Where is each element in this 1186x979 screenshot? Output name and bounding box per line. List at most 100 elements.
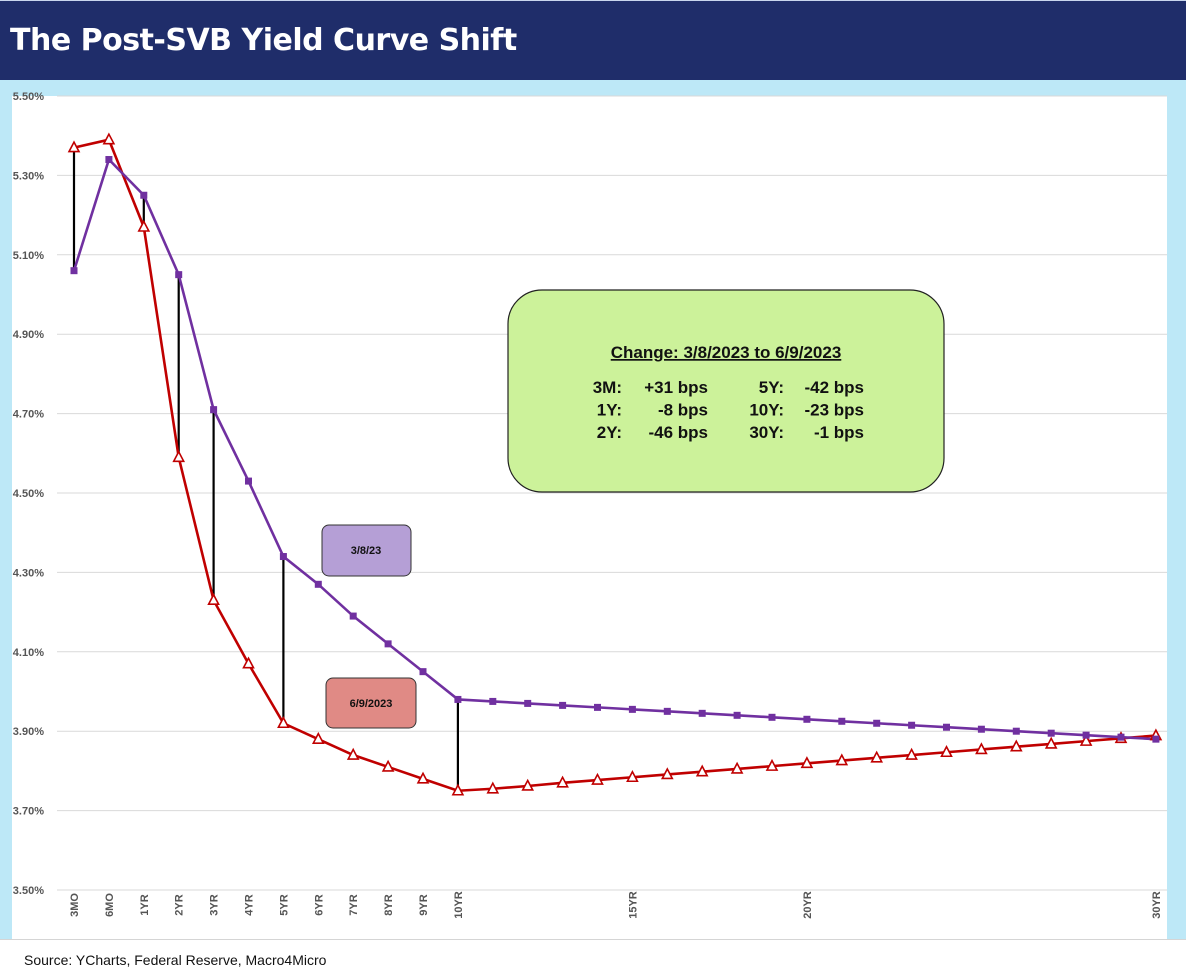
y-tick-label: 5.30% (13, 170, 44, 182)
y-tick-label: 3.70% (13, 806, 44, 818)
point-march (1152, 735, 1160, 743)
x-tick-label: 9YR (418, 894, 430, 915)
x-tick-label: 15YR (627, 891, 639, 919)
callout-right-value: -1 bps (814, 423, 864, 442)
point-june (905, 747, 918, 760)
source-note: Source: YCharts, Federal Reserve, Macro4… (24, 952, 327, 968)
gridlines (57, 95, 1167, 891)
change-bars (72, 147, 459, 791)
x-tick-label: 7YR (348, 894, 360, 915)
change-callout: Change: 3/8/2023 to 6/9/2023 3M: +31 bps 5… (507, 289, 945, 493)
callout-left-value: +31 bps (644, 378, 708, 397)
point-march (1012, 727, 1020, 735)
point-march (628, 705, 636, 713)
x-tick-label: 30YR (1151, 891, 1163, 919)
title-bar: The Post-SVB Yield Curve Shift (0, 0, 1186, 80)
y-tick-label: 3.50% (13, 885, 44, 897)
point-march (1047, 729, 1055, 737)
point-june (137, 219, 151, 232)
plot-panel (12, 96, 1167, 939)
callout-left-label: 1Y: (597, 401, 622, 420)
series-tag-march: 3/8/23 (321, 524, 412, 577)
point-march (977, 725, 985, 733)
y-tick-label: 4.10% (13, 647, 44, 659)
point-march (768, 713, 776, 721)
callout-right-label: 30Y: (749, 423, 784, 442)
callout-right-label: 10Y: (749, 401, 784, 420)
x-tick-label: 8YR (383, 894, 395, 915)
callout-title: Change: 3/8/2023 to 6/9/2023 (611, 343, 842, 362)
point-june (1044, 736, 1058, 749)
point-june (416, 771, 430, 784)
y-tick-label: 4.30% (13, 567, 44, 579)
point-june (626, 770, 639, 783)
point-march (105, 156, 113, 164)
callout-left-value: -46 bps (648, 423, 708, 442)
point-june (975, 742, 988, 755)
point-june (277, 716, 290, 729)
series-tag-june: 6/9/2023 (325, 677, 417, 729)
x-tick-label: 10YR (453, 891, 465, 919)
y-axis-ticks: 5.50% 5.30% 5.10% 4.90% 4.70% 4.50% 4.30% 4.10%… (13, 91, 44, 897)
y-tick-label: 4.90% (13, 329, 44, 341)
y-tick-label: 4.70% (13, 409, 44, 421)
point-june (346, 747, 360, 760)
callout-left-label: 3M: (593, 378, 622, 397)
series-markers (67, 132, 1163, 796)
point-june (67, 140, 81, 153)
point-march (384, 640, 392, 648)
x-tick-label: 3MO (69, 893, 81, 917)
point-june (695, 764, 709, 777)
point-june (242, 656, 255, 669)
point-march (803, 715, 811, 723)
point-june (172, 450, 186, 463)
point-june (835, 753, 849, 766)
point-march (279, 553, 287, 561)
x-tick-label: 4YR (244, 894, 256, 915)
point-june (730, 761, 744, 774)
series-line-march (72, 157, 1156, 741)
point-june (381, 759, 395, 772)
point-march (524, 699, 532, 707)
point-march (838, 717, 846, 725)
series-lines (72, 138, 1157, 793)
point-june (311, 731, 325, 744)
point-march (210, 406, 218, 414)
point-march (140, 191, 148, 199)
point-march (594, 703, 601, 711)
y-tick-label: 3.90% (13, 726, 44, 738)
point-june (800, 756, 814, 769)
tag-june-box (325, 677, 417, 729)
point-june (660, 767, 674, 780)
x-tick-label: 1YR (139, 894, 151, 915)
point-march (454, 695, 462, 703)
x-tick-label: 5YR (278, 894, 290, 915)
point-march (1117, 733, 1125, 741)
callout-box (507, 289, 945, 493)
point-march (1082, 731, 1090, 739)
point-march (70, 267, 78, 275)
point-march (349, 612, 357, 620)
point-june (591, 772, 604, 785)
footer: Source: YCharts, Federal Reserve, Macro4… (0, 939, 1186, 979)
callout-right-label: 5Y: (759, 378, 784, 397)
point-june (870, 750, 884, 763)
yield-curve-chart: 5.50% 5.30% 5.10% 4.90% 4.70% 4.50% 4.30% 4.10%… (13, 91, 1167, 919)
point-march (314, 580, 322, 588)
point-june (486, 781, 500, 794)
callout-left-label: 2Y: (597, 423, 622, 442)
x-tick-label: 20YR (802, 891, 814, 919)
tag-march-box (321, 524, 412, 577)
chart-title: The Post-SVB Yield Curve Shift (10, 23, 517, 58)
tag-june-label: 6/9/2023 (350, 698, 393, 710)
point-june (765, 758, 779, 771)
y-tick-label: 4.50% (13, 488, 44, 500)
point-march (175, 271, 183, 279)
x-tick-label: 6YR (313, 894, 325, 915)
tag-march-label: 3/8/23 (351, 545, 382, 557)
point-march (698, 709, 706, 717)
series-line-june (73, 138, 1157, 793)
point-march (943, 723, 950, 731)
point-march (489, 697, 497, 705)
x-axis-ticks: 3MO 6MO 1YR 2YR 3YR 4YR 5YR 6YR 7YR 8YR 9YR 10YR 15Y… (69, 891, 1163, 919)
